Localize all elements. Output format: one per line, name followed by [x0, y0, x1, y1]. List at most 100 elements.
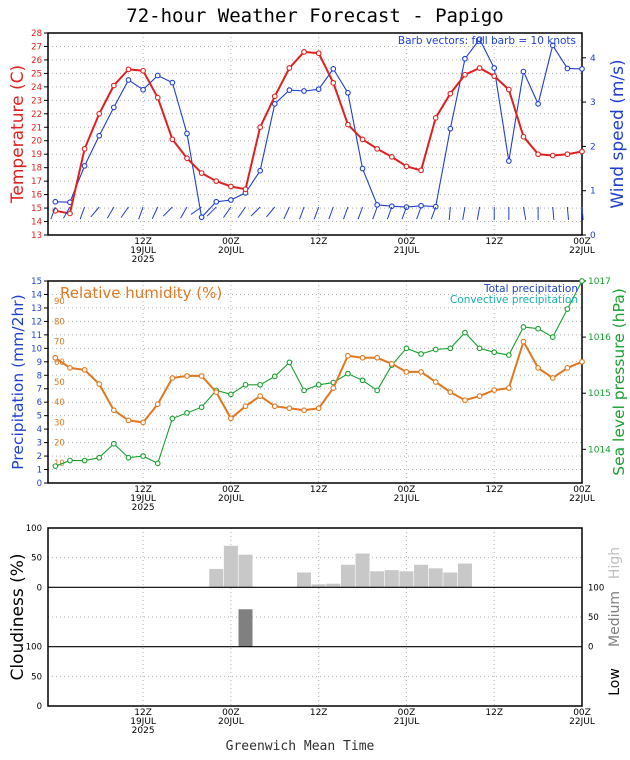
pressure-line-point [432, 346, 439, 353]
cloud-tick-label: 50 [588, 613, 599, 623]
wind-tick-label: 3 [590, 98, 596, 108]
temperature-line-point [374, 145, 381, 152]
humidity-line-point [505, 385, 512, 391]
cloud-bar-high [355, 553, 370, 588]
humidity-line-point [125, 417, 132, 424]
temperature-line-point [184, 155, 190, 162]
pressure-line-point [198, 404, 205, 411]
pressure-line-point [476, 345, 483, 352]
humidity-line-point [359, 354, 366, 361]
time-tick-label: 2025 [132, 726, 155, 736]
pressure-tick-label: 1017 [588, 277, 611, 287]
time-tick-label: 22JUL [569, 246, 595, 256]
precip-tick-label: 0 [37, 479, 42, 489]
precip-tick-label: 13 [31, 304, 42, 314]
cloud-bar-high [223, 545, 238, 588]
temperature-tick-label: 20 [31, 137, 42, 147]
temperature-tick-label: 16 [31, 191, 42, 201]
wind-barb [313, 206, 320, 220]
humidity-tick-label: 50 [54, 378, 65, 388]
pressure-line-point [403, 345, 410, 352]
humidity-line-point [418, 369, 424, 375]
wind-barb [372, 206, 378, 220]
chart-title: 72-hour Weather Forecast - Papigo [126, 5, 504, 27]
humidity-line-point [286, 405, 293, 412]
temperature-line-point [198, 170, 205, 176]
humidity-line-point [345, 352, 351, 359]
time-tick-label: 22JUL [569, 717, 595, 727]
precip-tick-label: 4 [37, 425, 42, 435]
wind-barb [386, 206, 393, 220]
cloud-bar-high [370, 571, 385, 588]
pressure-line-point [491, 349, 498, 356]
pressure-line-point [169, 415, 176, 422]
pressure-line-point [96, 454, 103, 461]
wind-barb [237, 206, 246, 218]
cloud-tick-label: 100 [588, 583, 604, 593]
wind-speed-line-point [140, 86, 146, 93]
wind-speed-line-point [579, 66, 585, 72]
wind-speed-line-point [81, 163, 88, 169]
humidity-line-point [462, 397, 468, 404]
temperature-line-point [125, 66, 132, 73]
wind-speed-line-point [271, 101, 278, 107]
pressure-line-point [579, 278, 585, 284]
wind-barb [476, 206, 481, 220]
wind-barb [343, 206, 349, 220]
temperature-line-point [520, 133, 527, 140]
temperature-line-point [228, 183, 234, 190]
temperature-line-point [491, 73, 498, 79]
temperature-line-point [110, 82, 117, 89]
humidity-line-point [447, 389, 454, 395]
time-tick-label: 21JUL [394, 494, 420, 504]
humidity-line-point [520, 338, 527, 345]
temperature-line-point [140, 67, 146, 74]
temperature-line-point [330, 79, 337, 86]
temperature-line-point [81, 145, 88, 152]
time-tick-label: 21JUL [394, 246, 420, 256]
wind-tick-label: 0 [590, 231, 596, 241]
pressure-axis-label: Sea level pressure (hPa) [610, 288, 628, 476]
temperature-line-point [462, 71, 468, 78]
wind-barb [448, 206, 451, 220]
humidity-tick-label: 60 [54, 358, 65, 368]
wind-barb [552, 206, 555, 220]
cloud-bar-high [326, 583, 341, 588]
pressure-line-point [301, 387, 307, 394]
temperature-line-point [301, 49, 307, 55]
temperature-line-point [96, 110, 103, 117]
time-tick-label: 00Z [222, 485, 240, 495]
pressure-line-point [271, 373, 278, 380]
pressure-line-point [228, 391, 234, 398]
wind-speed-line-point [520, 68, 527, 75]
temperature-line-point [403, 163, 410, 170]
time-tick-label: 12Z [310, 708, 328, 718]
temperature-line-point [169, 136, 176, 143]
humidity-line-point [330, 385, 337, 391]
cloud-tick-label: 100 [26, 643, 42, 653]
humidity-panel-frame [47, 280, 583, 484]
humidity-line-point [491, 387, 498, 393]
cloud-tick-label: 100 [26, 524, 42, 534]
pressure-line-point [447, 345, 454, 352]
wind-barb [299, 206, 305, 220]
precip-tick-label: 8 [37, 371, 42, 381]
temperature-line-point [447, 90, 454, 97]
legend-total-precip: Total precipitation [483, 283, 578, 295]
wind-speed-line-point [213, 198, 220, 205]
wind-speed-line-point [110, 104, 117, 111]
wind-barb [566, 206, 570, 220]
time-tick-label: 12Z [134, 708, 152, 718]
footer-label: Greenwich Mean Time [226, 739, 375, 754]
time-tick-label: 00Z [398, 708, 416, 718]
temperature-tick-label: 14 [31, 218, 42, 228]
pressure-line-point [564, 306, 571, 312]
cloud-bar-medium [238, 609, 253, 647]
temperature-line-point [286, 65, 293, 71]
wind-speed-line-point [476, 36, 483, 43]
wind-barb [250, 206, 261, 217]
temperature-line-point [257, 124, 263, 131]
